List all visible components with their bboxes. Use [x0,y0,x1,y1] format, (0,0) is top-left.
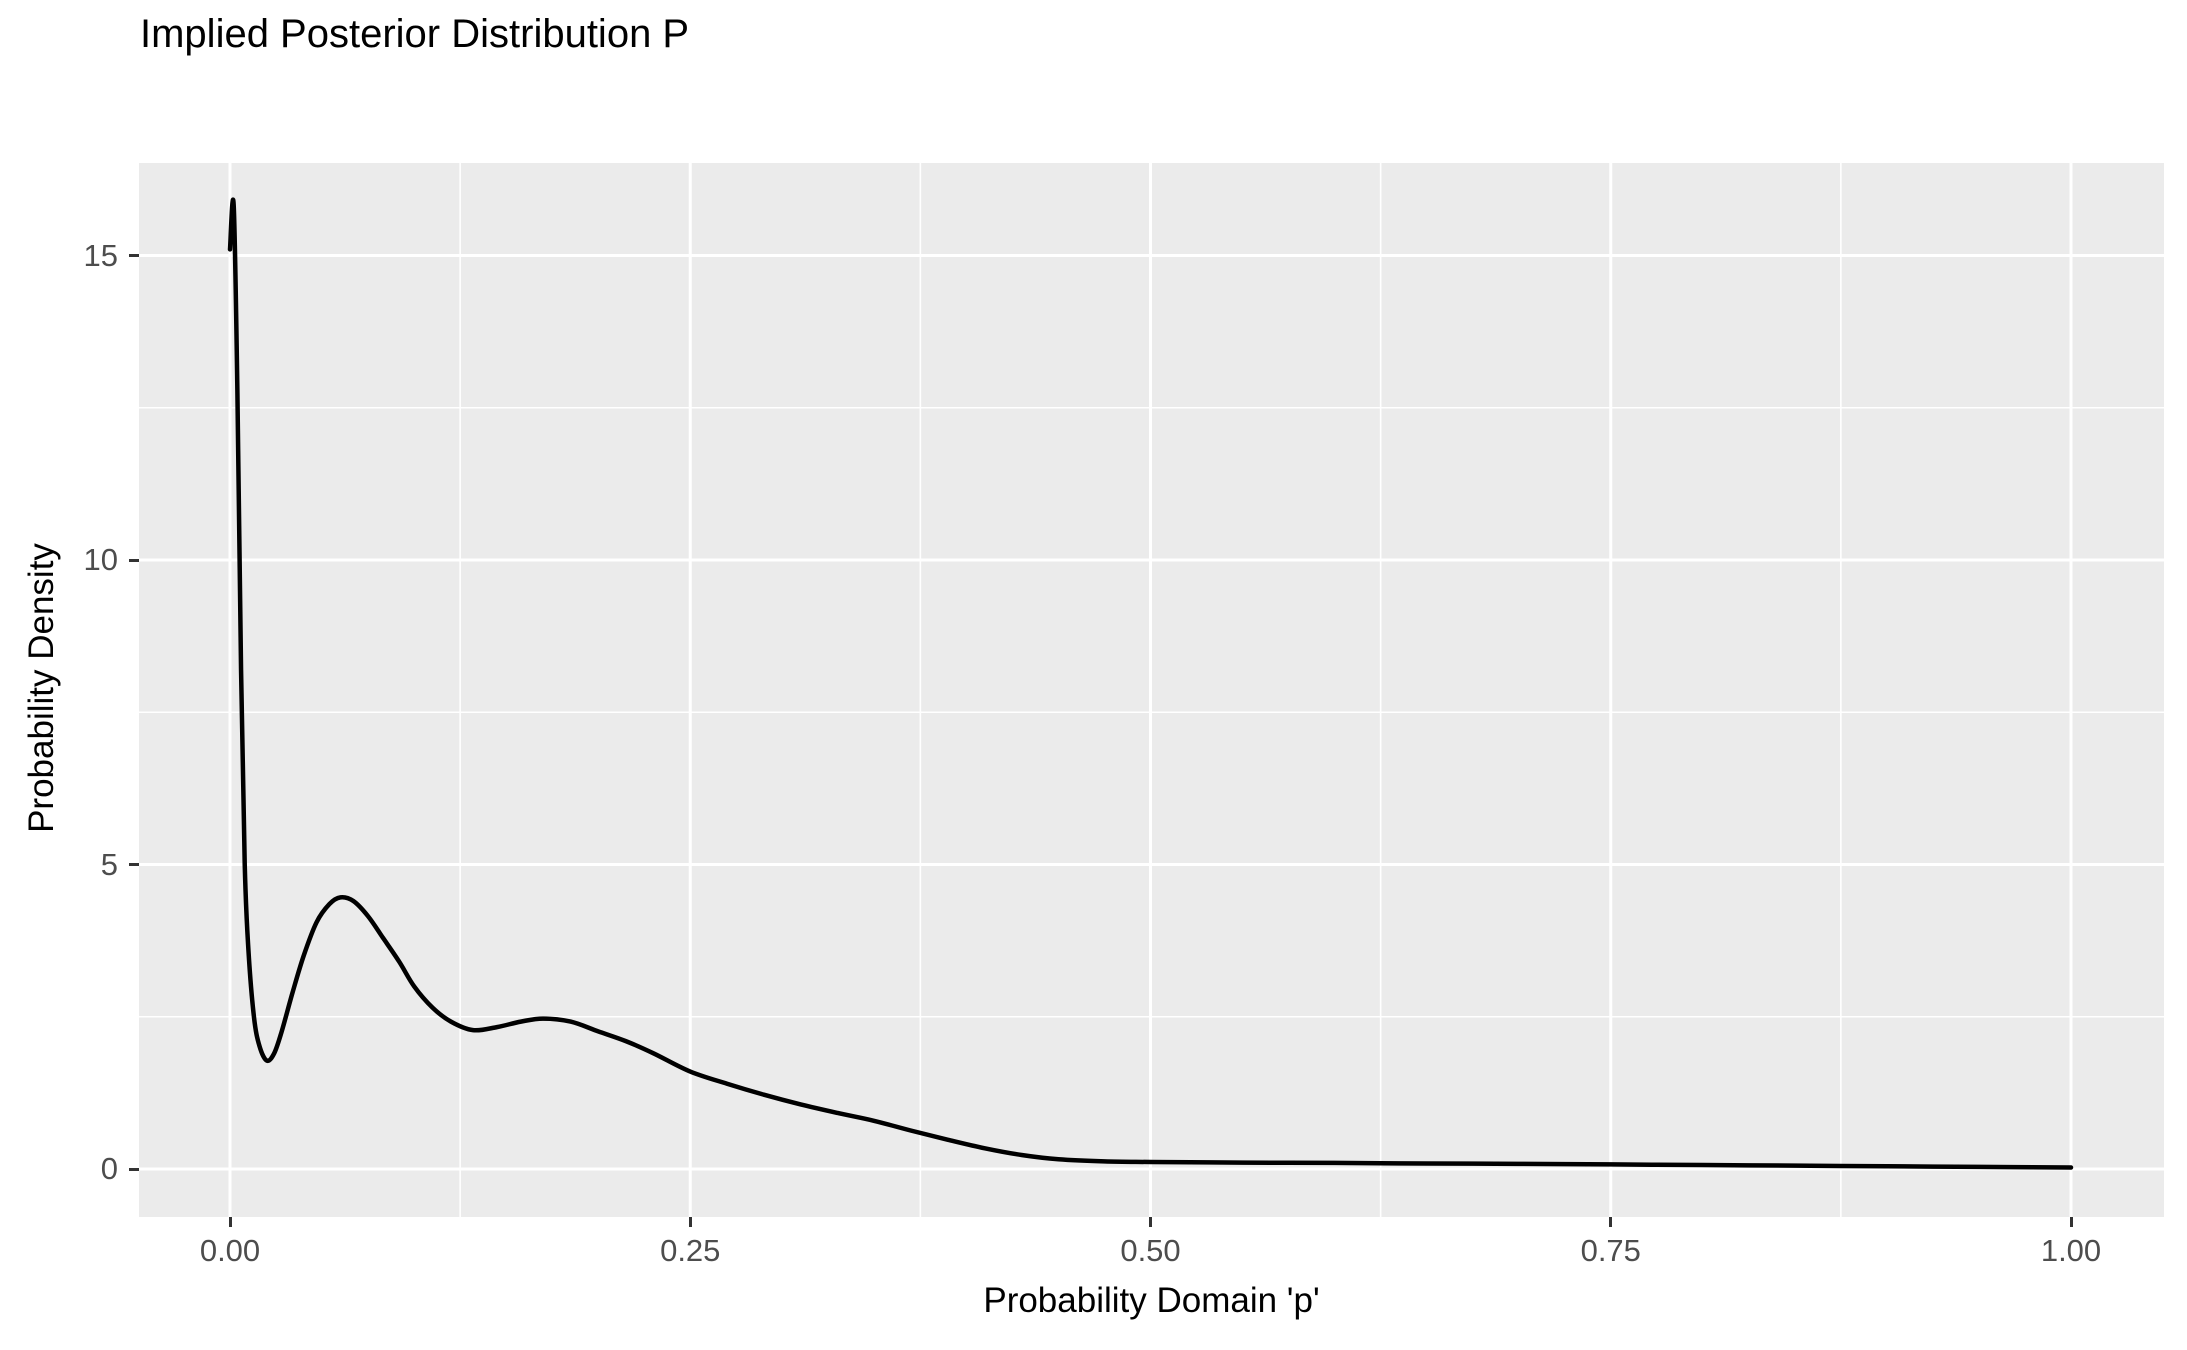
y-tick-mark [129,1167,139,1171]
y-axis-title: Probability Density [22,543,61,833]
plot-panel [139,163,2164,1217]
y-tick-mark [129,863,139,866]
x-tick-label: 0.75 [1580,1233,1641,1268]
x-tick-label: 0.00 [199,1233,261,1268]
x-tick-mark [2069,1217,2073,1227]
y-tick-label: 15 [83,237,118,273]
posterior-density-curve [227,197,2074,1170]
y-tick-mark [129,254,139,257]
y-tick-label: 10 [83,542,118,577]
x-tick-label: 0.25 [660,1233,721,1268]
x-tick-mark [228,1217,232,1227]
chart-title: Implied Posterior Distribution P [140,12,690,56]
x-tick-mark [1149,1217,1152,1227]
x-tick-mark [1609,1217,1613,1227]
x-axis-title: Probability Domain 'p' [983,1281,1320,1320]
x-tick-mark [688,1217,692,1227]
y-tick-label: 0 [100,1151,118,1186]
density-curve-svg [139,163,2164,1217]
y-tick-mark [129,558,139,562]
y-tick-label: 5 [100,846,118,882]
x-tick-label: 0.50 [1120,1233,1181,1268]
x-tick-label: 1.00 [2040,1233,2102,1268]
